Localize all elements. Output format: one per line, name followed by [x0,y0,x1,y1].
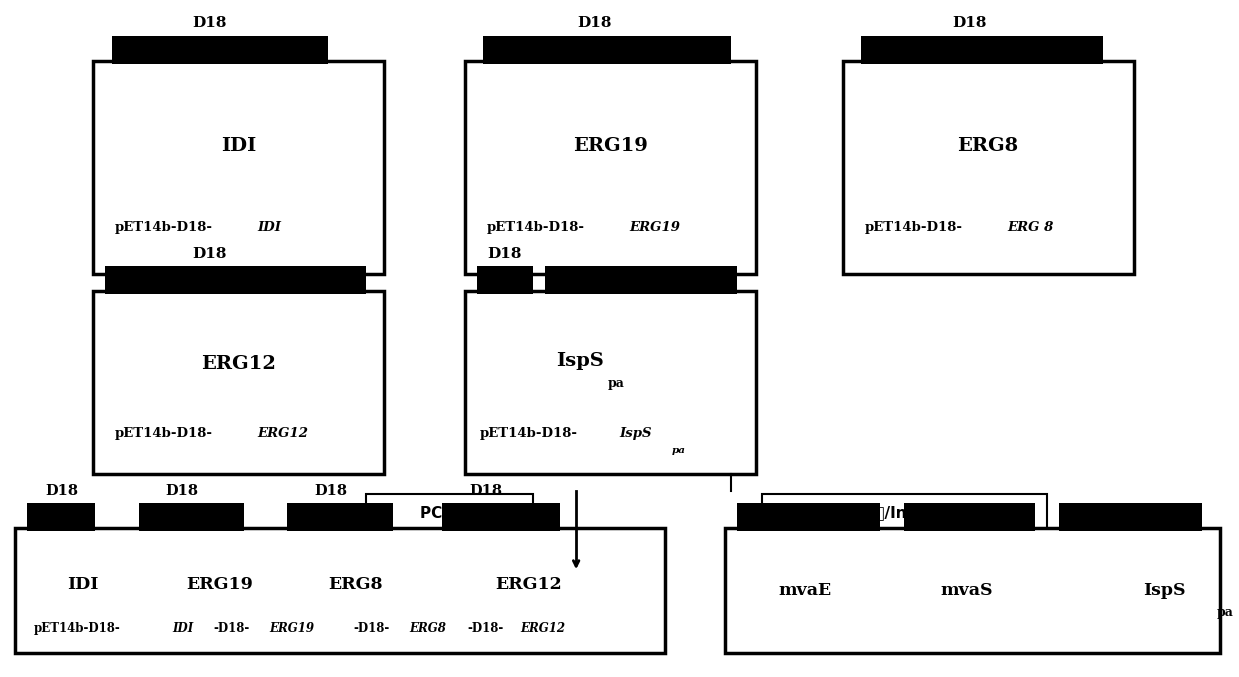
Text: D18: D18 [192,16,227,30]
Bar [725,528,1220,653]
Text: ERG8: ERG8 [328,576,383,593]
Text: pET14b-D18-: pET14b-D18- [487,221,585,234]
Text: ERG12: ERG12 [520,621,565,635]
Text: IDI: IDI [221,137,256,155]
Bar [93,291,384,474]
Bar [287,503,393,531]
Text: D18: D18 [315,483,347,498]
Text: D18: D18 [470,483,502,498]
Text: PCR 扩增: PCR 扩增 [420,505,478,521]
Text: ERG19: ERG19 [186,576,253,593]
Text: ERG12: ERG12 [258,427,309,440]
Text: ERG8: ERG8 [958,137,1018,155]
Text: -D18-: -D18- [467,621,503,635]
Text: -D18-: -D18- [213,621,249,635]
Text: IDI: IDI [258,221,281,234]
Bar [904,503,1035,531]
Text: 酶切连接/Infusion: 酶切连接/Infusion [849,505,960,521]
Bar [843,61,1134,274]
Text: ERG19: ERG19 [572,137,648,155]
Text: ERG12: ERG12 [496,576,563,593]
Bar [545,266,737,294]
Text: pET14b-D18-: pET14b-D18- [33,621,120,635]
Bar [1059,503,1202,531]
Bar [737,503,880,531]
Text: ERG 8: ERG 8 [1007,221,1053,234]
Text: pET14b-D18-: pET14b-D18- [865,221,963,234]
Text: D18: D18 [192,246,227,261]
Bar [483,36,731,64]
Text: pET14b-D18-: pET14b-D18- [479,427,577,440]
Text: IDI: IDI [67,576,99,593]
Bar [93,61,384,274]
Text: ERG19: ERG19 [269,621,313,635]
Text: IspS: IspS [620,427,652,440]
Text: D18: D18 [577,16,612,30]
Bar [366,494,533,531]
Text: D18: D18 [488,246,522,261]
Text: D18: D18 [953,16,987,30]
Text: pa: pa [607,378,624,391]
Bar [477,266,533,294]
Text: pa: pa [672,446,685,455]
Text: ERG19: ERG19 [629,221,680,234]
Bar [105,266,366,294]
Text: IspS: IspS [1144,582,1186,599]
Text: IspS: IspS [556,351,603,370]
Text: D18: D18 [166,483,198,498]
Bar [442,503,560,531]
Text: pET14b-D18-: pET14b-D18- [115,221,213,234]
Text: pET14b-D18-: pET14b-D18- [115,427,213,440]
Text: ERG12: ERG12 [201,355,276,373]
Bar [465,291,756,474]
Text: D18: D18 [46,483,78,498]
Bar [139,503,244,531]
Text: -D18-: -D18- [353,621,389,635]
Bar [15,528,665,653]
Bar [112,36,328,64]
Text: pa: pa [1217,606,1234,619]
Text: ERG8: ERG8 [409,621,446,635]
Bar [465,61,756,274]
Text: mvaS: mvaS [940,582,992,599]
Text: IDI: IDI [172,621,193,635]
Bar [27,503,95,531]
Bar [861,36,1103,64]
Bar [762,494,1047,531]
Text: mvaE: mvaE [779,582,831,599]
